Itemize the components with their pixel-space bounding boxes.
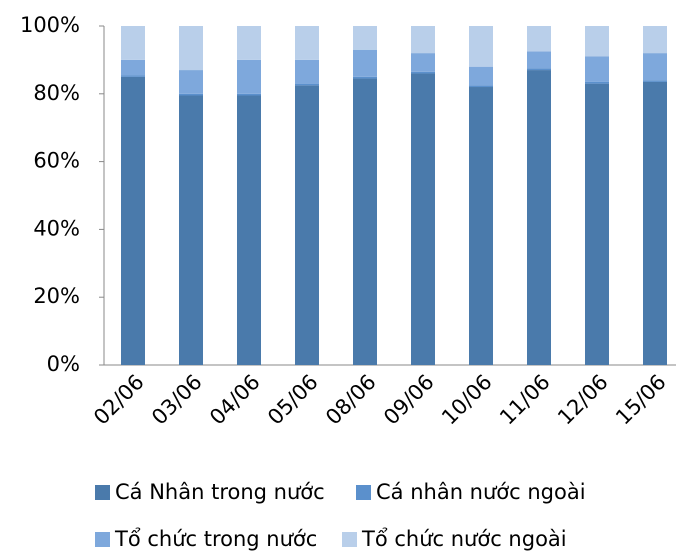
bar-segment bbox=[179, 95, 203, 366]
bar-segment bbox=[411, 73, 435, 366]
bar-segment bbox=[411, 53, 435, 72]
bar-segment bbox=[179, 70, 203, 94]
bar-segment bbox=[353, 76, 377, 79]
legend-label: Cá Nhân trong nước bbox=[115, 480, 325, 504]
legend-swatch bbox=[95, 485, 110, 500]
x-tick-label: 08/06 bbox=[321, 370, 381, 430]
x-tick-label: 15/06 bbox=[611, 370, 671, 430]
legend-label: Cá nhân nước ngoài bbox=[376, 480, 586, 504]
x-tick-label: 04/06 bbox=[205, 370, 265, 430]
bar-segment bbox=[469, 66, 493, 86]
bar-segment bbox=[643, 26, 667, 54]
bar-segment bbox=[121, 26, 145, 60]
bar-segment bbox=[469, 85, 493, 88]
bar-segment bbox=[585, 56, 609, 82]
y-tick-label: 80% bbox=[33, 81, 80, 105]
bar-segment bbox=[585, 26, 609, 57]
bar-segment bbox=[295, 83, 319, 86]
bar-segment bbox=[469, 26, 493, 67]
bar-segment bbox=[237, 59, 261, 94]
bar-segment bbox=[527, 51, 551, 69]
bar-segment bbox=[353, 26, 377, 50]
x-tick-label: 11/06 bbox=[495, 370, 555, 430]
bar-segment bbox=[643, 81, 667, 365]
bar-segment bbox=[237, 95, 261, 366]
bar-segment bbox=[643, 53, 667, 81]
legend-label: Tổ chức trong nước bbox=[114, 527, 317, 551]
bar-segment bbox=[295, 59, 319, 84]
bar-segment bbox=[179, 93, 203, 96]
y-tick-label: 0% bbox=[47, 352, 80, 376]
x-tick-label: 03/06 bbox=[147, 370, 207, 430]
bar-segment bbox=[295, 26, 319, 60]
x-tick-label: 12/06 bbox=[553, 370, 613, 430]
legend-label: Tổ chức nước ngoài bbox=[361, 527, 567, 551]
bar-segment bbox=[179, 26, 203, 71]
x-tick-label: 10/06 bbox=[437, 370, 497, 430]
bar-segment bbox=[469, 87, 493, 366]
legend-swatch bbox=[356, 485, 371, 500]
y-tick-label: 60% bbox=[33, 149, 80, 173]
x-tick-label: 02/06 bbox=[89, 370, 149, 430]
bar-segment bbox=[353, 49, 377, 77]
bar-segment bbox=[121, 59, 145, 76]
bar-segment bbox=[527, 70, 551, 365]
y-tick-label: 40% bbox=[33, 216, 80, 240]
bar-segment bbox=[527, 26, 551, 52]
legend-swatch bbox=[95, 532, 110, 547]
y-tick-label: 100% bbox=[20, 13, 80, 37]
bar-segment bbox=[585, 81, 609, 84]
bar-segment bbox=[121, 75, 145, 77]
bar-segment bbox=[237, 93, 261, 96]
bar-segment bbox=[411, 71, 435, 74]
x-tick-label: 09/06 bbox=[379, 370, 439, 430]
bar-segment bbox=[295, 85, 319, 365]
bar-segment bbox=[353, 78, 377, 366]
bar-segment bbox=[585, 83, 609, 365]
bar-segment bbox=[527, 68, 551, 71]
bar-segment bbox=[237, 26, 261, 60]
y-tick-label: 20% bbox=[33, 284, 80, 308]
bar-segment bbox=[121, 76, 145, 365]
bar-segment bbox=[643, 80, 667, 82]
legend-swatch bbox=[342, 532, 357, 547]
x-tick-label: 05/06 bbox=[263, 370, 323, 430]
bar-segment bbox=[411, 26, 435, 54]
